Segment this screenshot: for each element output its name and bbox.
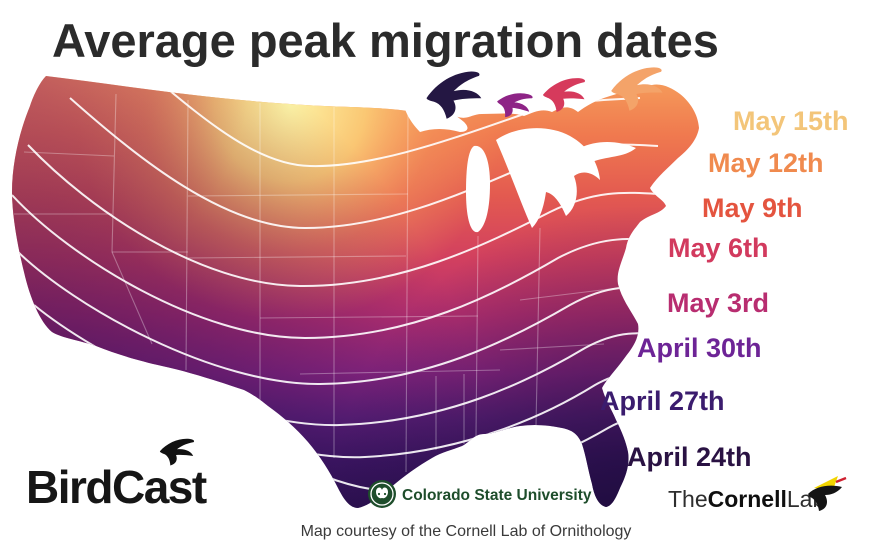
csu-wordmark: Colorado State University: [402, 487, 592, 504]
date-label-may-3: May 3rd: [667, 288, 769, 318]
date-label-april-30: April 30th: [637, 333, 762, 363]
date-labels: May 15th May 12th May 9th May 6th May 3r…: [600, 106, 849, 472]
cornell-sapsucker-icon: [808, 476, 847, 511]
cornell-wordmark: TheCornellLab: [668, 486, 825, 512]
map-caption: Map courtesy of the Cornell Lab of Ornit…: [301, 523, 632, 540]
page-title: Average peak migration dates: [52, 14, 719, 67]
us-map: [12, 76, 699, 508]
date-label-may-6: May 6th: [668, 233, 769, 263]
lake-michigan: [466, 145, 490, 233]
lake-ontario: [580, 142, 636, 162]
state-borders: [14, 93, 619, 473]
birdcast-logo: BirdCast: [26, 438, 208, 513]
birdcast-wordmark: BirdCast: [26, 461, 207, 513]
date-label-april-24: April 24th: [627, 442, 752, 472]
date-label-may-9: May 9th: [702, 193, 803, 223]
lake-superior: [404, 103, 468, 132]
great-lakes: [404, 103, 636, 233]
date-label-may-12: May 12th: [708, 148, 824, 178]
csu-ram-icon: [368, 480, 396, 508]
csu-logo: Colorado State University: [368, 480, 592, 508]
date-label-april-27: April 27th: [600, 386, 725, 416]
date-label-may-15: May 15th: [733, 106, 849, 136]
lake-huron-erie: [496, 128, 600, 228]
bird-silhouette-crimson-icon: [542, 77, 587, 113]
cornell-lab-logo: TheCornellLab: [668, 476, 847, 512]
